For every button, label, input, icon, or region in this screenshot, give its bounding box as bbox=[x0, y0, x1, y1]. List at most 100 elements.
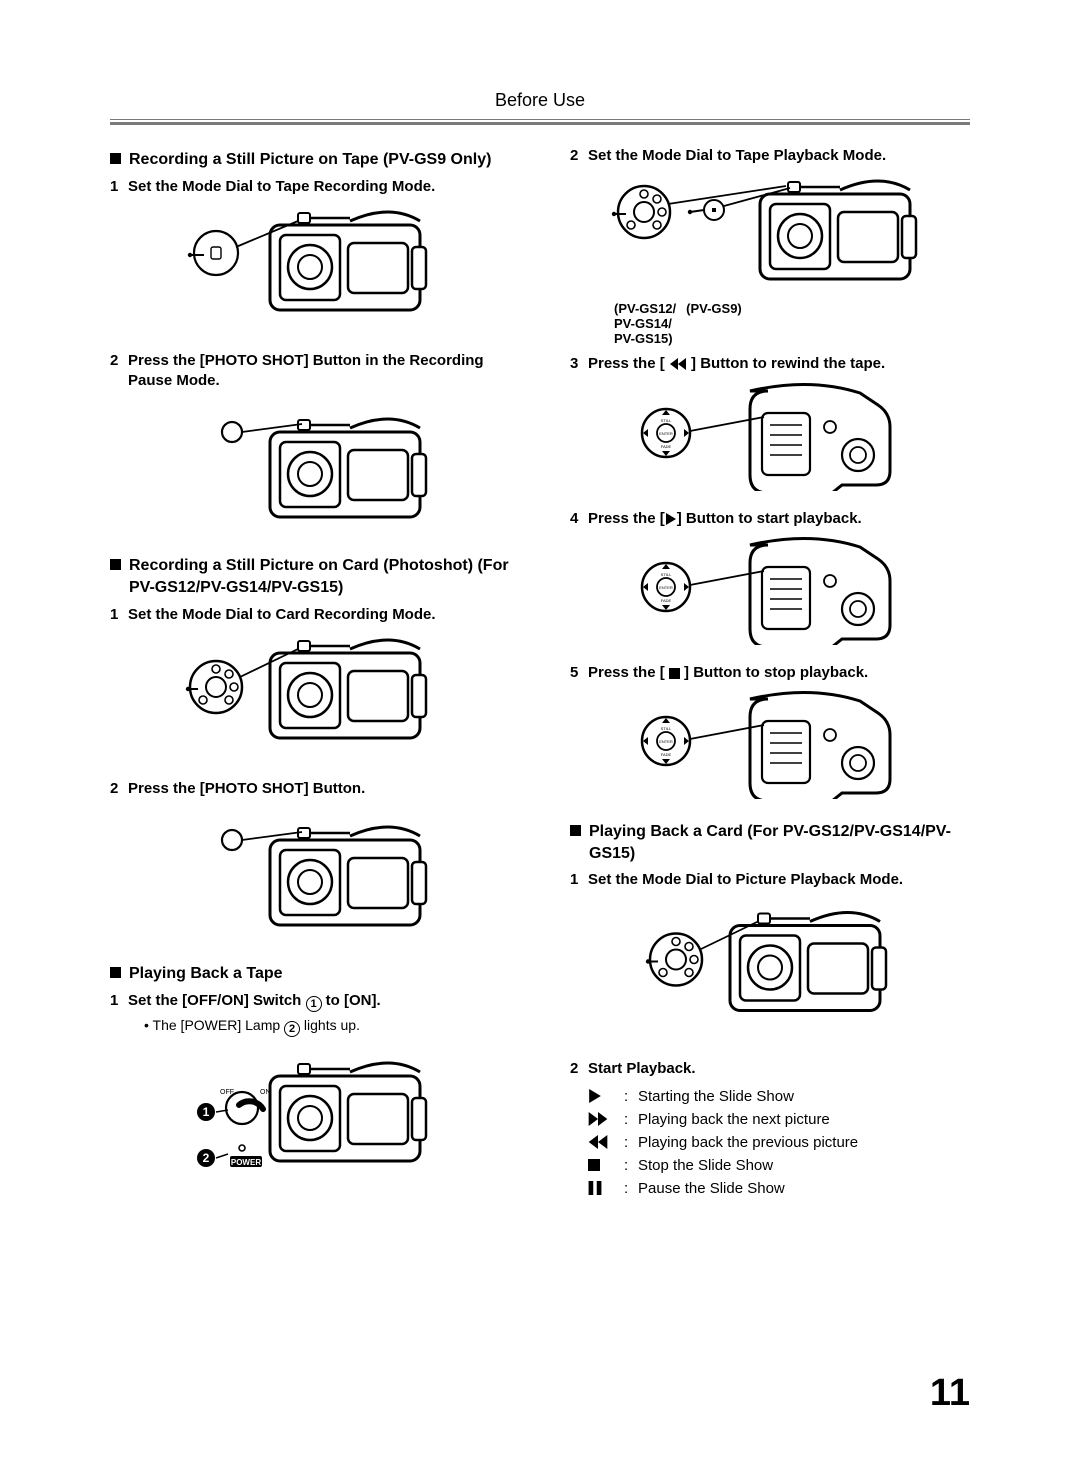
step-1: 1 Set the Mode Dial to Picture Playback … bbox=[570, 870, 970, 890]
svg-text:1: 1 bbox=[203, 1105, 210, 1119]
playback-controls-legend: : Starting the Slide Show : Playing back… bbox=[588, 1088, 970, 1197]
legend-row-play: : Starting the Slide Show bbox=[588, 1088, 970, 1105]
text-fragment: Press the [ bbox=[588, 355, 669, 372]
step-text: Set the [OFF/ON] Switch 1 to [ON]. bbox=[128, 991, 510, 1012]
legend-text: Stop the Slide Show bbox=[638, 1157, 970, 1174]
section-title-rec-card: Recording a Still Picture on Card (Photo… bbox=[110, 555, 510, 598]
rewind-icon bbox=[669, 358, 687, 370]
stop-icon bbox=[669, 668, 680, 679]
play-icon bbox=[665, 513, 677, 525]
legend-row-stop: : Stop the Slide Show bbox=[588, 1157, 970, 1174]
step-number: 3 bbox=[570, 354, 588, 374]
legend-text: Starting the Slide Show bbox=[638, 1088, 970, 1105]
legend-text: Pause the Slide Show bbox=[638, 1180, 970, 1197]
step-2: 2 Start Playback. bbox=[570, 1059, 970, 1079]
step-text: Set the Mode Dial to Tape Recording Mode… bbox=[128, 177, 510, 197]
section-title-text: Playing Back a Card (For PV-GS12/PV-GS14… bbox=[589, 821, 970, 864]
square-bullet-icon bbox=[110, 967, 121, 978]
legend-row-pause: : Pause the Slide Show bbox=[588, 1180, 970, 1197]
svg-text:ON: ON bbox=[260, 1089, 271, 1096]
text-fragment: The [POWER] Lamp bbox=[153, 1017, 284, 1033]
square-bullet-icon bbox=[110, 559, 121, 570]
callout-2-icon: 2 bbox=[284, 1021, 300, 1037]
step-text: Press the [PHOTO SHOT] Button in the Rec… bbox=[128, 351, 510, 392]
step-5: 5 Press the [ ] Button to stop playback. bbox=[570, 663, 970, 683]
figure-photo-shot-2 bbox=[180, 805, 440, 945]
step-4: 4 Press the [ ] Button to start playback. bbox=[570, 509, 970, 529]
right-column: 2 Set the Mode Dial to Tape Playback Mod… bbox=[570, 143, 970, 1211]
step-2: 2 Press the [PHOTO SHOT] Button in the R… bbox=[110, 351, 510, 392]
section-title-text: Playing Back a Tape bbox=[129, 963, 510, 985]
figure-play bbox=[630, 535, 910, 645]
step-2: 2 Press the [PHOTO SHOT] Button. bbox=[110, 779, 510, 799]
callout-1-icon: 1 bbox=[306, 996, 322, 1012]
step-number: 2 bbox=[570, 1059, 588, 1079]
manual-page: Before Use Recording a Still Picture on … bbox=[0, 0, 1080, 1465]
stop-icon bbox=[588, 1159, 624, 1171]
figure-mode-dial-card-rec bbox=[180, 631, 440, 761]
text-fragment: Press the [ bbox=[588, 510, 665, 527]
step-number: 1 bbox=[570, 870, 588, 890]
left-column: Recording a Still Picture on Tape (PV-GS… bbox=[110, 143, 510, 1211]
model-label-gs12: (PV-GS12/ PV-GS14/ PV-GS15) bbox=[614, 301, 676, 346]
divider bbox=[110, 119, 970, 125]
step-text: Set the Mode Dial to Tape Playback Mode. bbox=[588, 146, 970, 166]
figure-stop bbox=[630, 689, 910, 799]
figure-mode-dial-picture-playback bbox=[640, 896, 900, 1041]
section-header: Before Use bbox=[110, 90, 970, 111]
svg-text:POWER: POWER bbox=[231, 1158, 261, 1167]
step-number: 2 bbox=[110, 779, 128, 799]
step-1: 1 Set the Mode Dial to Card Recording Mo… bbox=[110, 605, 510, 625]
text-fragment: lights up. bbox=[300, 1017, 360, 1033]
step-number: 1 bbox=[110, 991, 128, 1012]
rewind-icon bbox=[588, 1135, 624, 1149]
legend-text: Playing back the previous picture bbox=[638, 1134, 970, 1151]
section-title-text: Recording a Still Picture on Tape (PV-GS… bbox=[129, 149, 510, 171]
step-text: Press the [PHOTO SHOT] Button. bbox=[128, 779, 510, 799]
step-number: 1 bbox=[110, 605, 128, 625]
square-bullet-icon bbox=[570, 825, 581, 836]
step-text: Set the Mode Dial to Card Recording Mode… bbox=[128, 605, 510, 625]
fast-forward-icon bbox=[588, 1112, 624, 1126]
step-1: 1 Set the [OFF/ON] Switch 1 to [ON]. bbox=[110, 991, 510, 1012]
step-1: 1 Set the Mode Dial to Tape Recording Mo… bbox=[110, 177, 510, 197]
legend-row-ff: : Playing back the next picture bbox=[588, 1111, 970, 1128]
step-2: 2 Set the Mode Dial to Tape Playback Mod… bbox=[570, 146, 970, 166]
figure-rewind bbox=[630, 381, 910, 491]
svg-text:2: 2 bbox=[203, 1151, 210, 1165]
two-column-layout: Recording a Still Picture on Tape (PV-GS… bbox=[110, 143, 970, 1211]
text-fragment: ] Button to stop playback. bbox=[680, 664, 868, 681]
step-text: Press the [ ] Button to rewind the tape. bbox=[588, 354, 970, 374]
figure-mode-dial-tape-playback bbox=[610, 172, 930, 297]
figure-mode-dial-tape-rec bbox=[180, 203, 440, 333]
section-title-playback-tape: Playing Back a Tape bbox=[110, 963, 510, 985]
svg-text:OFF: OFF bbox=[220, 1089, 234, 1096]
text-fragment: to [ON]. bbox=[322, 992, 381, 1009]
figure-photo-shot bbox=[180, 397, 440, 537]
page-number: 11 bbox=[930, 1372, 970, 1415]
text-fragment: Set the [OFF/ON] Switch bbox=[128, 992, 306, 1009]
step-text: Press the [ ] Button to start playback. bbox=[588, 509, 970, 529]
step-note: The [POWER] Lamp 2 lights up. bbox=[144, 1016, 510, 1037]
step-number: 5 bbox=[570, 663, 588, 683]
model-labels: (PV-GS12/ PV-GS14/ PV-GS15) (PV-GS9) bbox=[610, 301, 930, 346]
text-fragment: ] Button to start playback. bbox=[677, 510, 862, 527]
step-text: Start Playback. bbox=[588, 1059, 970, 1079]
legend-row-rew: : Playing back the previous picture bbox=[588, 1134, 970, 1151]
section-title-rec-tape: Recording a Still Picture on Tape (PV-GS… bbox=[110, 149, 510, 171]
section-title-text: Recording a Still Picture on Card (Photo… bbox=[129, 555, 510, 598]
figure-power-switch: 1 2 ON OFF POWER bbox=[180, 1043, 440, 1193]
square-bullet-icon bbox=[110, 153, 121, 164]
section-title-playback-card: Playing Back a Card (For PV-GS12/PV-GS14… bbox=[570, 821, 970, 864]
step-3: 3 Press the [ ] Button to rewind the tap… bbox=[570, 354, 970, 374]
legend-text: Playing back the next picture bbox=[638, 1111, 970, 1128]
step-number: 2 bbox=[570, 146, 588, 166]
step-number: 4 bbox=[570, 509, 588, 529]
text-fragment: Press the [ bbox=[588, 664, 669, 681]
pause-icon bbox=[588, 1181, 624, 1195]
text-fragment: ] Button to rewind the tape. bbox=[687, 355, 885, 372]
step-text: Press the [ ] Button to stop playback. bbox=[588, 663, 970, 683]
play-icon bbox=[588, 1089, 624, 1103]
model-label-gs9: (PV-GS9) bbox=[686, 301, 742, 346]
step-number: 2 bbox=[110, 351, 128, 392]
